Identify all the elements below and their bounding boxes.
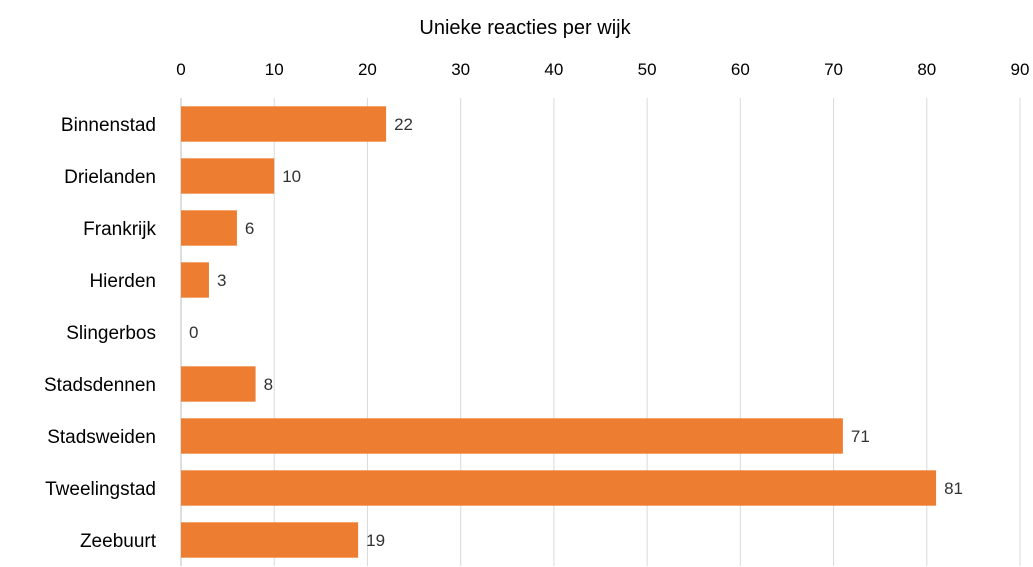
x-tick-label: 10 bbox=[265, 60, 284, 79]
category-label: Hierden bbox=[89, 271, 156, 292]
bar-stadsdennen bbox=[181, 366, 256, 402]
data-label: 6 bbox=[245, 219, 254, 238]
x-tick-label: 20 bbox=[358, 60, 377, 79]
data-label: 81 bbox=[944, 479, 963, 498]
bar-zeebuurt bbox=[181, 522, 359, 558]
category-labels: Binnenstad Drielanden Frankrijk Hierden Slin… bbox=[44, 115, 157, 552]
x-tick-label: 70 bbox=[824, 60, 843, 79]
x-tick-label: 40 bbox=[544, 60, 563, 79]
category-label: Zeebuurt bbox=[80, 531, 157, 552]
bar-drielanden bbox=[181, 158, 275, 194]
data-label: 0 bbox=[189, 323, 198, 342]
bar-stadsweiden bbox=[181, 418, 843, 454]
data-label: 71 bbox=[851, 427, 870, 446]
data-label: 8 bbox=[264, 375, 273, 394]
data-label: 19 bbox=[366, 531, 385, 550]
category-label: Slingerbos bbox=[66, 323, 156, 344]
data-label: 10 bbox=[282, 167, 301, 186]
x-tick-label: 60 bbox=[731, 60, 750, 79]
category-label: Frankrijk bbox=[83, 219, 156, 240]
data-label: 22 bbox=[394, 115, 413, 134]
category-label: Tweelingstad bbox=[45, 479, 156, 500]
bar-tweelingstad bbox=[181, 470, 937, 506]
bar-binnenstad bbox=[181, 106, 387, 142]
x-tick-label: 30 bbox=[451, 60, 470, 79]
bar-frankrijk bbox=[181, 210, 237, 246]
x-tick-label: 80 bbox=[917, 60, 936, 79]
bars bbox=[181, 106, 937, 558]
category-label: Drielanden bbox=[64, 167, 156, 188]
data-labels: 22 10 6 3 0 8 71 81 19 bbox=[189, 115, 963, 550]
category-label: Stadsweiden bbox=[47, 427, 156, 448]
x-tick-label: 0 bbox=[176, 60, 185, 79]
x-tick-label: 50 bbox=[638, 60, 657, 79]
x-axis-ticks: 0 10 20 30 40 50 60 70 80 90 bbox=[176, 60, 1029, 79]
bar-hierden bbox=[181, 262, 209, 298]
category-label: Binnenstad bbox=[61, 115, 156, 136]
x-tick-label: 90 bbox=[1011, 60, 1030, 79]
data-label: 3 bbox=[217, 271, 226, 290]
chart-title: Unieke reacties per wijk bbox=[419, 17, 631, 39]
category-label: Stadsdennen bbox=[44, 375, 156, 396]
